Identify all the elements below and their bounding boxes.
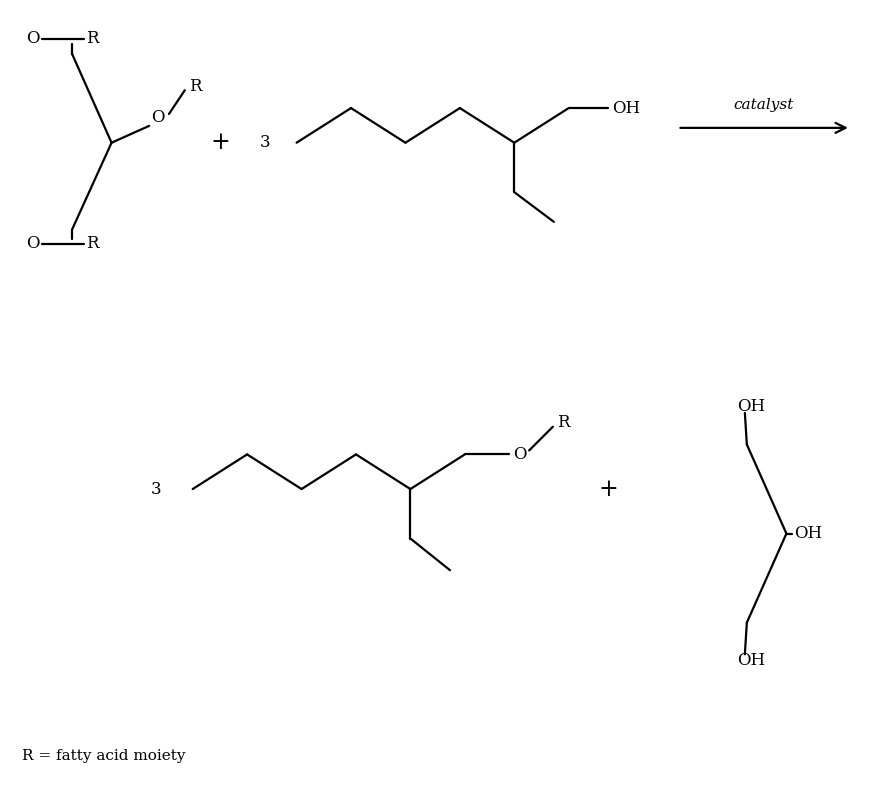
Text: O: O xyxy=(27,235,40,252)
Text: R = fatty acid moiety: R = fatty acid moiety xyxy=(22,749,186,764)
Text: +: + xyxy=(210,132,230,154)
Text: O: O xyxy=(27,30,40,47)
Text: O: O xyxy=(513,446,527,463)
Text: O: O xyxy=(151,109,164,127)
Text: R: R xyxy=(86,30,98,47)
Text: 3: 3 xyxy=(259,134,270,151)
Text: +: + xyxy=(598,477,618,501)
Text: 3: 3 xyxy=(151,481,162,497)
Text: OH: OH xyxy=(794,525,822,542)
Text: R: R xyxy=(556,414,569,431)
Text: OH: OH xyxy=(611,100,640,116)
Text: R: R xyxy=(189,78,201,95)
Text: R: R xyxy=(86,235,98,252)
Text: OH: OH xyxy=(736,398,764,415)
Text: OH: OH xyxy=(736,652,764,669)
Text: catalyst: catalyst xyxy=(733,98,793,112)
